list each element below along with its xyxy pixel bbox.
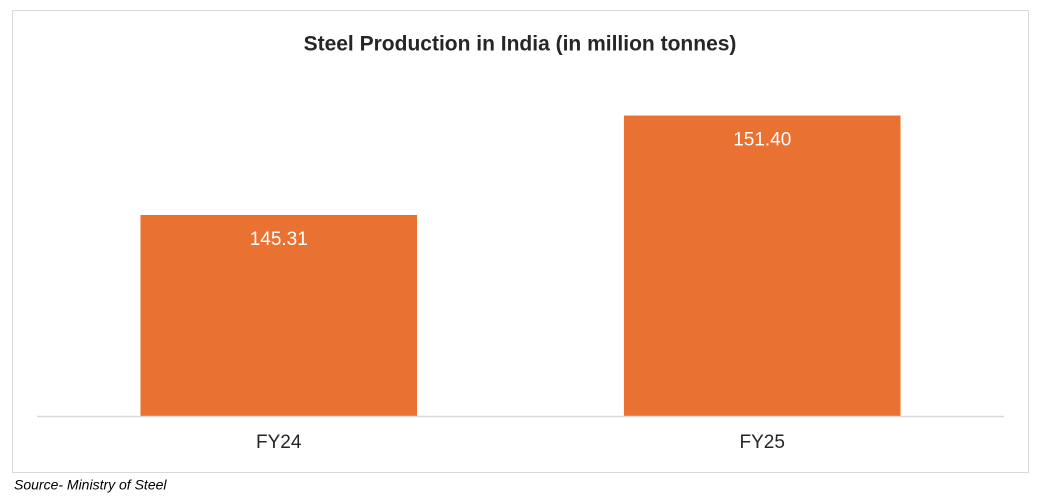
- data-label: 151.40: [733, 130, 791, 151]
- x-tick-label: FY25: [740, 432, 785, 453]
- source-note: Source- Ministry of Steel: [14, 477, 167, 493]
- data-label: 145.31: [250, 229, 308, 250]
- bar: [140, 214, 418, 416]
- x-tick-label: FY24: [256, 432, 302, 453]
- bar: [623, 115, 901, 416]
- chart-title: Steel Production in India (in million to…: [304, 33, 737, 56]
